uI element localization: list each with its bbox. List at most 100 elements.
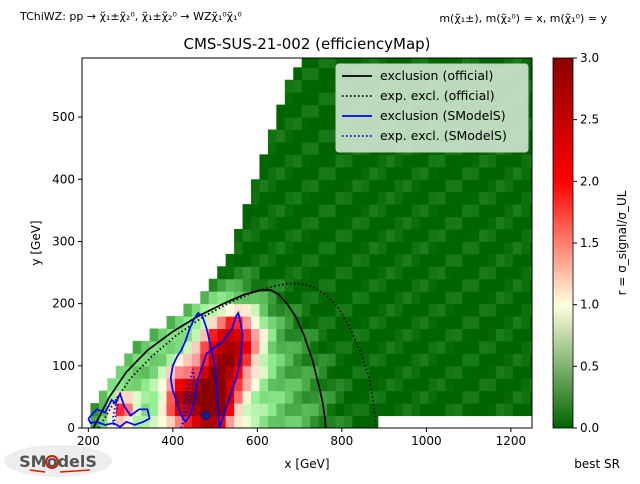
heatmap-cell: [251, 253, 260, 267]
heatmap-cell: [284, 79, 294, 93]
heatmap-cell: [293, 365, 303, 379]
series-exp-excl-official: [98, 282, 377, 428]
heatmap-cell: [428, 191, 438, 205]
heatmap-cell: [462, 403, 472, 417]
heatmap-cell: [251, 241, 260, 255]
heatmap-cell: [208, 415, 218, 428]
colorbar-tick-label: 0.0: [580, 421, 599, 435]
heatmap-cell: [394, 266, 404, 280]
heatmap-cell: [377, 241, 387, 255]
heatmap-cell: [504, 353, 514, 367]
heatmap-cell: [504, 266, 514, 280]
heatmap-cell: [512, 266, 522, 280]
heatmap-cell: [487, 253, 497, 267]
heatmap-cell: [276, 378, 286, 392]
heatmap-cell: [301, 266, 311, 280]
colorbar: [552, 57, 574, 429]
best-point-markers: [201, 411, 210, 420]
heatmap-cell: [310, 229, 320, 242]
heatmap-cell: [107, 390, 117, 404]
heatmap-cell: [496, 353, 506, 367]
heatmap-cell: [462, 166, 472, 180]
heatmap-cell: [521, 353, 531, 367]
heatmap-cell: [149, 340, 159, 354]
heatmap-cell: [487, 266, 497, 280]
heatmap-cell: [310, 353, 320, 367]
heatmap-cell: [352, 403, 362, 417]
heatmap-cell: [301, 229, 311, 242]
heatmap-cell: [479, 166, 489, 180]
x-tick-label: 200: [77, 434, 100, 448]
heatmap-cell: [462, 58, 472, 68]
heatmap-cell: [284, 117, 294, 131]
heatmap-cell: [310, 340, 320, 354]
heatmap-cell: [318, 229, 328, 242]
heatmap-cell: [293, 141, 303, 155]
heatmap-cell: [445, 303, 455, 317]
heatmap-cell: [259, 253, 269, 267]
heatmap-cell: [191, 365, 201, 379]
heatmap-cell: [529, 166, 532, 180]
heatmap-cell: [445, 291, 455, 305]
heatmap-cell: [453, 291, 463, 305]
x-tick-label: 1000: [411, 434, 442, 448]
heatmap-cell: [293, 229, 303, 242]
heatmap-cell: [343, 415, 353, 428]
heatmap-cell: [428, 353, 438, 367]
heatmap-cell: [521, 154, 531, 168]
heatmap-cell: [225, 378, 235, 392]
heatmap-cell: [470, 266, 480, 280]
heatmap-cell: [318, 378, 328, 392]
heatmap-cell: [301, 353, 311, 367]
heatmap-cell: [276, 340, 286, 354]
heatmap-cell: [251, 415, 260, 428]
heatmap-cell: [504, 216, 514, 230]
heatmap-cell: [453, 179, 463, 193]
heatmap-cell: [411, 291, 421, 305]
heatmap-cell: [529, 353, 532, 367]
colorbar-ticks: 0.0 0.5 1.0 1.5 2.0 2.5 3.0: [573, 51, 599, 435]
heatmap-cell: [267, 415, 277, 428]
heatmap-cell: [453, 191, 463, 205]
heatmap-cell: [225, 303, 235, 317]
heatmap-cell: [436, 179, 446, 193]
heatmap-cell: [251, 278, 260, 292]
heatmap-cell: [504, 204, 514, 218]
y-tick-label: 100: [52, 359, 75, 373]
heatmap-cell: [174, 353, 184, 367]
heatmap-cell: [428, 403, 438, 417]
heatmap-cell: [369, 378, 379, 392]
heatmap-cell: [470, 378, 480, 392]
heatmap-cell: [259, 266, 269, 280]
heatmap-cell: [369, 403, 379, 417]
heatmap-cell: [470, 191, 480, 205]
heatmap-cell: [436, 216, 446, 230]
heatmap-cell: [504, 316, 514, 330]
heatmap-cell: [293, 92, 303, 106]
heatmap-cell: [217, 353, 227, 367]
heatmap-cell: [259, 353, 269, 367]
heatmap-cell: [411, 179, 421, 193]
heatmap-cell: [352, 229, 362, 242]
heatmap-cell: [284, 328, 294, 342]
heatmap-cell: [352, 340, 362, 354]
heatmap-cell: [521, 340, 531, 354]
legend-label: exclusion (SModelS): [380, 108, 506, 123]
heatmap-cell: [242, 241, 252, 255]
heatmap-cell: [310, 253, 320, 267]
heatmap-cell: [251, 229, 260, 242]
heatmap-cell: [343, 191, 353, 205]
heatmap-cell: [327, 229, 337, 242]
heatmap-cell: [470, 303, 480, 317]
heatmap-cell: [327, 365, 337, 379]
heatmap-cell: [343, 340, 353, 354]
heatmap-cell: [343, 303, 353, 317]
heatmap-cell: [479, 179, 489, 193]
heatmap-cell: [521, 390, 531, 404]
heatmap-cell: [284, 154, 294, 168]
heatmap-cell: [428, 365, 438, 379]
heatmap-cell: [411, 340, 421, 354]
heatmap-cell: [310, 415, 320, 428]
heatmap-cell: [267, 340, 277, 354]
